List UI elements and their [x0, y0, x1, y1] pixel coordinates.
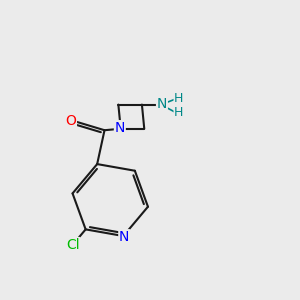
- Text: N: N: [119, 230, 129, 244]
- Text: H: H: [174, 106, 183, 119]
- Text: O: O: [65, 113, 76, 128]
- Text: H: H: [174, 92, 183, 105]
- Text: Cl: Cl: [66, 238, 80, 252]
- Text: N: N: [115, 121, 125, 135]
- Text: N: N: [157, 97, 167, 111]
